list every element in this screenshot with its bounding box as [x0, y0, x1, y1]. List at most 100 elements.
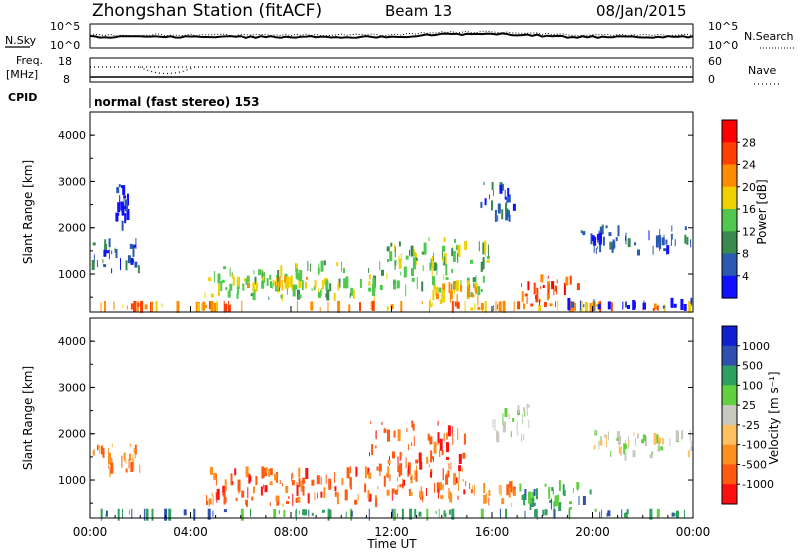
power-cell: [454, 301, 457, 307]
power-cell: [530, 303, 534, 307]
power-cell: [652, 245, 654, 255]
velocity-cell: [649, 454, 653, 459]
velocity-region: [206, 466, 379, 507]
power-cell: [96, 260, 98, 267]
velocity-region: [369, 420, 467, 503]
power-cell: [451, 248, 454, 257]
power-cell: [653, 303, 657, 310]
velocity-cell: [416, 465, 417, 476]
noise-left-label: N.Sky: [5, 34, 37, 47]
velocity-colorbar-label-text: -1000: [742, 478, 774, 491]
power-cell: [671, 225, 673, 232]
power-colorbar-swatch: [722, 142, 737, 166]
velocity-cell: [279, 480, 281, 484]
power-cell: [252, 289, 256, 301]
power-cell: [229, 267, 231, 277]
velocity-cell: [381, 422, 383, 425]
velocity-cell: [377, 486, 379, 490]
velocity-cell: [316, 475, 320, 485]
velocity-cell: [462, 452, 466, 459]
power-cell: [396, 280, 400, 289]
velocity-cell: [553, 501, 555, 512]
velocity-cell: [463, 433, 466, 445]
power-cell: [319, 307, 321, 312]
velocity-cell: [213, 472, 217, 480]
x-tick-label: 16:00: [475, 525, 510, 539]
velocity-cell: [610, 450, 612, 457]
velocity-cell: [368, 472, 372, 479]
velocity-cell: [624, 452, 627, 461]
velocity-cell: [598, 440, 600, 450]
power-cell: [580, 230, 583, 234]
velocity-cell: [594, 430, 597, 435]
power-cell: [111, 250, 113, 255]
power-cell: [662, 305, 665, 309]
velocity-cell: [134, 449, 136, 459]
power-cell: [290, 275, 293, 288]
power-cell: [298, 294, 302, 299]
power-cell: [381, 269, 384, 276]
velocity-cell: [521, 433, 523, 442]
velocity-cell: [687, 450, 690, 458]
power-cell: [280, 265, 283, 278]
velocity-cell: [399, 451, 401, 461]
velocity-cell: [241, 490, 245, 498]
velocity-cell: [291, 473, 293, 482]
velocity-cell: [446, 432, 448, 440]
velocity-colorbar-swatch: [722, 345, 737, 367]
velocity-cell: [499, 508, 501, 519]
velocity-cell: [292, 493, 294, 506]
velocity-cell: [624, 512, 628, 517]
power-cell: [491, 182, 494, 190]
power-region: [379, 237, 490, 298]
power-cell: [590, 233, 593, 245]
velocity-cell: [448, 463, 450, 470]
power-cell: [471, 294, 475, 298]
velocity-cell: [151, 508, 154, 521]
power-cell: [116, 187, 120, 194]
power-cell: [325, 293, 328, 298]
power-cell: [108, 249, 110, 260]
freq-left-label: Freq.: [16, 54, 43, 67]
power-cell: [597, 304, 601, 310]
power-region: [567, 297, 693, 311]
power-cell: [119, 195, 121, 206]
power-cell: [103, 264, 107, 268]
velocity-cell: [383, 475, 386, 487]
power-cell: [546, 293, 549, 301]
power-cell: [371, 300, 375, 311]
power-cell: [137, 265, 140, 274]
velocity-cell: [349, 466, 351, 474]
power-cell: [428, 303, 432, 308]
velocity-cell: [462, 478, 464, 482]
power-cell: [269, 274, 272, 280]
velocity-ylabel: Slant Range [km]: [21, 366, 35, 470]
power-cell: [236, 289, 239, 295]
velocity-cell: [442, 484, 444, 489]
velocity-cell: [307, 493, 310, 504]
power-cell: [595, 303, 599, 307]
power-cell: [210, 301, 214, 312]
velocity-cell: [523, 434, 525, 441]
power-cell: [405, 255, 409, 260]
power-cell: [103, 249, 107, 257]
power-cell: [368, 274, 371, 280]
velocity-cell: [589, 489, 592, 495]
power-cell: [663, 248, 667, 252]
velocity-cell: [245, 499, 247, 505]
velocity-panel-frame: [89, 317, 694, 519]
power-cell: [310, 263, 312, 272]
velocity-cell: [572, 487, 574, 493]
velocity-cell: [569, 508, 571, 520]
velocity-cell: [440, 482, 442, 491]
power-cell: [506, 197, 510, 203]
velocity-cell: [446, 442, 449, 453]
power-cell: [449, 293, 451, 303]
velocity-cell: [255, 476, 258, 485]
velocity-cell: [422, 491, 424, 503]
power-cell: [352, 289, 355, 299]
power-colorbar-swatch: [722, 209, 737, 232]
velocity-cell: [552, 488, 554, 495]
power-cell: [115, 212, 119, 222]
power-cell: [495, 301, 497, 311]
